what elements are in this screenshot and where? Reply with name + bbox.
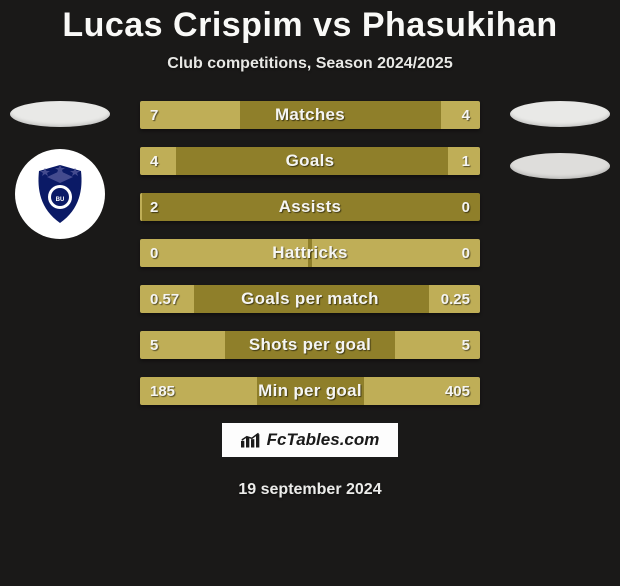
- bar-segment-dark-right: [310, 193, 480, 221]
- right-club-column: [510, 101, 610, 179]
- bar-segment-light-right: [429, 285, 480, 313]
- bar-segment-light-right: [395, 331, 480, 359]
- stat-row: 00Hattricks: [140, 239, 480, 267]
- bar-segment-light-right: [312, 239, 480, 267]
- bar-segment-light-right: [448, 147, 480, 175]
- bar-segment-dark-right: [310, 377, 364, 405]
- comparison-bars: 74Matches 41Goals 20Assists 00Hattricks 0.57…: [140, 101, 480, 405]
- bar-segment-dark-left: [176, 147, 310, 175]
- bar-segment-light-right: [364, 377, 480, 405]
- bar-segment-dark-left: [225, 331, 310, 359]
- placeholder-ellipse: [510, 101, 610, 127]
- bar-segment-dark-right: [310, 147, 448, 175]
- subtitle: Club competitions, Season 2024/2025: [0, 55, 620, 73]
- page-title: Lucas Crispim vs Phasukihan: [0, 6, 620, 45]
- bar-segment-light-right: [441, 101, 480, 129]
- left-club-column: BU: [10, 101, 110, 239]
- stat-row: 20Assists: [140, 193, 480, 221]
- left-club-crest-circle: BU: [15, 149, 105, 239]
- buriram-crest-icon: BU: [25, 159, 95, 229]
- stat-row: 185405Min per goal: [140, 377, 480, 405]
- placeholder-ellipse: [10, 101, 110, 127]
- bar-segment-dark-left: [142, 193, 310, 221]
- bar-segment-dark-left: [257, 377, 310, 405]
- comparison-content: BU 74Matches 41Goals 20Assists 00Hattricks 0…: [0, 101, 620, 405]
- date-label: 19 september 2024: [0, 481, 620, 499]
- bar-segment-dark-left: [240, 101, 310, 129]
- bar-segment-dark-right: [310, 101, 441, 129]
- brand-label: FcTables.com: [267, 430, 380, 450]
- bar-segment-dark-right: [310, 285, 429, 313]
- stat-row: 74Matches: [140, 101, 480, 129]
- stat-row: 41Goals: [140, 147, 480, 175]
- bar-segment-dark-right: [310, 331, 395, 359]
- bar-segment-dark-left: [194, 285, 310, 313]
- bar-segment-light-left: [140, 285, 194, 313]
- brand-footer: FcTables.com: [220, 421, 400, 459]
- stat-row: 55Shots per goal: [140, 331, 480, 359]
- bar-segment-light-left: [140, 377, 257, 405]
- bar-segment-light-left: [140, 147, 176, 175]
- svg-text:BU: BU: [56, 197, 65, 203]
- bar-chart-icon: [241, 432, 261, 448]
- stat-row: 0.570.25Goals per match: [140, 285, 480, 313]
- placeholder-ellipse: [510, 153, 610, 179]
- bar-segment-light-left: [140, 331, 225, 359]
- bar-segment-light-left: [140, 239, 308, 267]
- bar-segment-light-left: [140, 101, 240, 129]
